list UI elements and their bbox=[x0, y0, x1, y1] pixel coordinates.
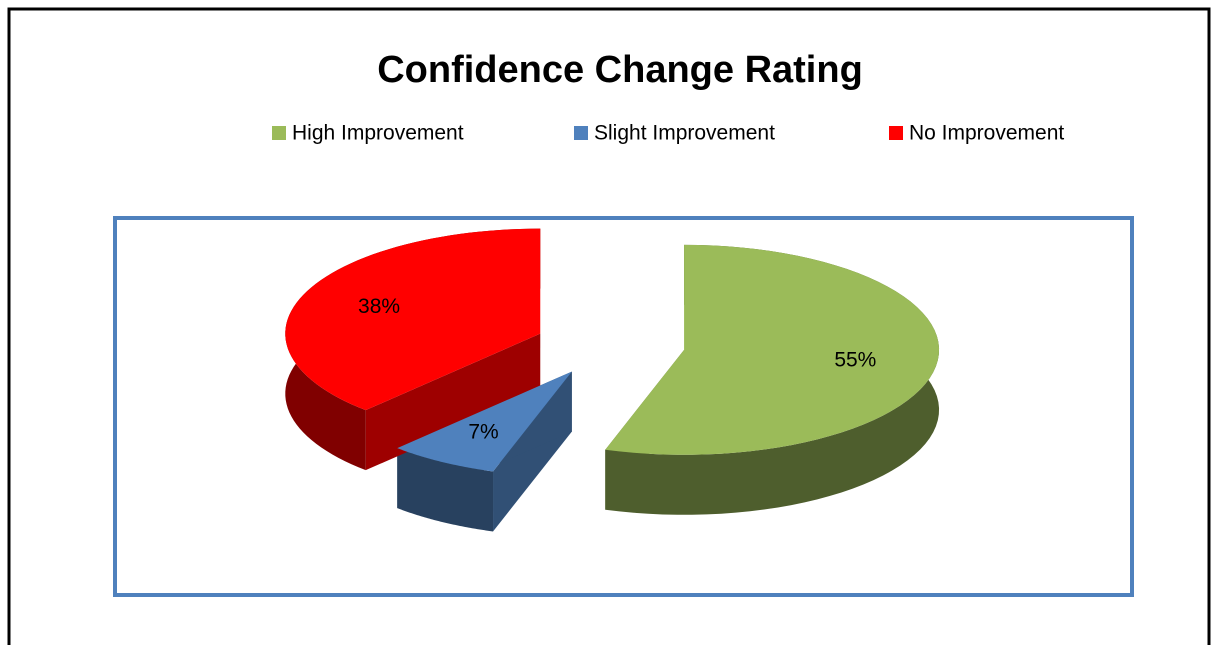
legend-label: High Improvement bbox=[292, 122, 464, 145]
slice bbox=[285, 228, 541, 411]
chart-title: Confidence Change Rating bbox=[377, 49, 863, 91]
data-label: 55% bbox=[834, 349, 876, 372]
slice-wall bbox=[365, 333, 541, 471]
data-labels: 55% 7% 38% bbox=[358, 295, 876, 444]
slice bbox=[397, 371, 572, 472]
legend: High Improvement Slight Improvement No Imp… bbox=[272, 122, 1064, 145]
slice-rim bbox=[397, 448, 494, 532]
data-label: 38% bbox=[358, 295, 400, 318]
data-label: 7% bbox=[468, 421, 498, 444]
legend-label: Slight Improvement bbox=[594, 122, 775, 145]
chart-border bbox=[7, 7, 1211, 645]
legend-swatch bbox=[574, 126, 588, 140]
slice bbox=[605, 244, 940, 455]
legend-swatch bbox=[889, 126, 903, 140]
legend-label: No Improvement bbox=[909, 122, 1064, 145]
pie-tops bbox=[285, 228, 940, 472]
plot-area bbox=[113, 216, 1134, 597]
legend-swatch bbox=[272, 126, 286, 140]
